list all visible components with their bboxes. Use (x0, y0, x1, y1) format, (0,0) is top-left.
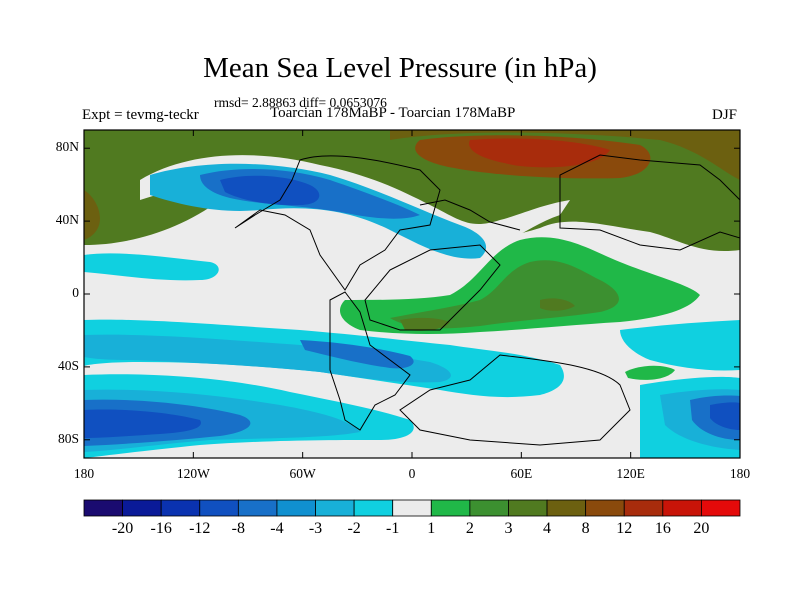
north-darkblue-low (220, 175, 320, 206)
lon-label: 180 (73, 466, 95, 481)
colorbar-label: -4 (270, 520, 284, 537)
south-polar-cyan-mid (84, 389, 740, 452)
continent-south-america (329, 291, 411, 431)
colorbar-label: 1 (427, 520, 436, 537)
colorbar-label: -16 (150, 520, 172, 537)
south-polar-blue (84, 395, 740, 446)
cyan-tongue-west (84, 253, 219, 281)
colorbar-swatch (122, 499, 162, 517)
colorbar-swatch (546, 499, 587, 517)
colorbar-label: -2 (347, 520, 361, 537)
lon-label: 180 (729, 466, 751, 481)
colorbar-label: 16 (654, 520, 671, 537)
lat-label: 40N (55, 212, 79, 228)
south-blue-low (300, 340, 414, 369)
colorbar-swatch (623, 499, 664, 517)
axis-ticks (83, 130, 741, 458)
colorbar-swatch (160, 499, 201, 517)
rmsd-diff-stats: rmsd= 2.88863 diff= 0.0653076 (214, 95, 387, 110)
pressure-field (84, 130, 740, 458)
lat-label: 80S (57, 430, 79, 446)
colorbar-swatch (469, 499, 509, 517)
lon-label: 60E (510, 466, 533, 481)
lat-label: 40S (57, 357, 79, 373)
colorbar-label: -8 (231, 520, 245, 537)
colorbar-label: 3 (504, 520, 513, 537)
continent-africa-eurasia (364, 244, 501, 331)
colorbar-swatch (701, 499, 741, 517)
colorbar-swatch (315, 499, 355, 517)
continent-outlines (234, 154, 740, 446)
colorbar-swatch (199, 499, 239, 517)
colorbar-label: -12 (189, 520, 211, 537)
colorbar (83, 499, 741, 517)
comparison-label: Toarcian 178MaBP - Toarcian 178MaBP (270, 105, 516, 121)
colorbar-label: 2 (465, 520, 474, 537)
lat-label: 0 (72, 285, 79, 300)
lon-label: 60W (289, 466, 316, 481)
north-red-core (469, 138, 610, 168)
continent-asia-east (559, 154, 740, 251)
colorbar-label: 12 (616, 520, 633, 537)
colorbar-swatch (83, 499, 123, 517)
north-brown-core (84, 130, 740, 240)
colorbar-label: 20 (693, 520, 710, 537)
equatorial-darkgreen (390, 260, 619, 329)
colorbar-swatch (276, 499, 316, 517)
colorbar-label: 4 (543, 520, 552, 537)
colorbar-swatch (662, 499, 702, 517)
plot-title: Mean Sea Level Pressure (in hPa) (203, 52, 597, 84)
colorbar-label: -1 (386, 520, 400, 537)
island-arc (419, 199, 521, 231)
season-label: DJF (712, 107, 738, 123)
colorbar-swatch (353, 499, 394, 517)
lon-label: 0 (408, 466, 416, 481)
experiment-label: Expt = tevmg-teckr (82, 107, 199, 123)
equatorial-olive (400, 298, 575, 331)
south-cyan-mid (84, 334, 451, 383)
lon-label: 120E (616, 466, 645, 481)
polar-green-spot (625, 365, 675, 380)
colorbar-swatch (508, 499, 548, 517)
colorbar-swatch (585, 499, 625, 517)
continent-north-america (234, 155, 441, 291)
south-polar-darkblue (84, 402, 740, 438)
lat-label: 80N (55, 139, 79, 155)
colorbar-label: -20 (111, 520, 134, 537)
continent-gondwana-east (399, 354, 631, 446)
colorbar-swatch (237, 499, 278, 517)
colorbar-swatch (392, 499, 432, 517)
lon-label: 120W (176, 466, 210, 481)
colorbar-label: 8 (581, 520, 590, 537)
colorbar-label: -3 (308, 520, 323, 537)
colorbar-swatch (430, 499, 471, 517)
